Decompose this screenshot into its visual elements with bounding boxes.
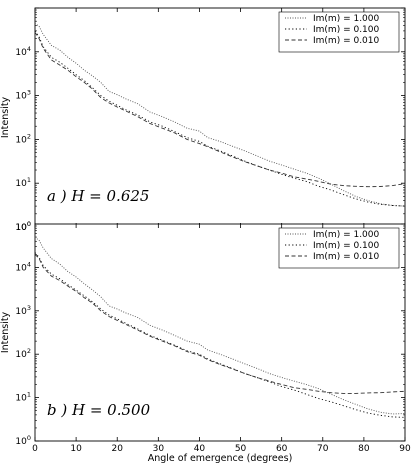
x-tick-label: 10 [70,444,82,454]
x-tick-label: 60 [276,444,288,454]
x-tick-label: 50 [235,444,247,454]
y-tick-label: 103 [15,89,31,102]
y-tick-label: 100 [15,220,31,233]
x-tick-label: 70 [317,444,329,454]
legend-entry: Im(m) = 1.000 [313,230,380,240]
y-tick-label: 101 [15,391,31,404]
y-axis-label: Intensity [0,96,11,138]
y-tick-label: 100 [15,220,31,233]
legend-entry: Im(m) = 0.100 [313,25,380,35]
series-line-3 [34,31,406,188]
x-tick-label: 90 [399,444,411,454]
legend-entry: Im(m) = 1.000 [313,14,380,24]
series-line-2 [34,252,406,418]
y-tick-label: 102 [15,347,31,360]
y-tick-label: 102 [15,132,31,145]
y-tick-label: 101 [15,176,31,189]
y-tick-label: 104 [15,45,31,58]
x-tick-label: 30 [153,444,165,454]
legend-box [278,11,400,53]
legend-entry: Im(m) = 0.010 [313,252,380,262]
series-line-3 [34,253,406,394]
legend-box [278,227,400,269]
panel-annotation: a ) H = 0.625 [47,187,149,205]
y-tick-label: 100 [15,434,31,447]
x-tick-label: 20 [111,444,123,454]
legend-entry: Im(m) = 0.100 [313,241,380,251]
y-tick-label: 104 [15,260,31,273]
series-line-2 [34,30,406,207]
x-tick-label: 80 [358,444,370,454]
y-axis-label: Intensity [0,311,11,353]
legend-entry: Im(m) = 0.010 [313,36,380,46]
panel-b: 0 10 20 30 40 50 60 70 80 90 100 101 102 103 104 100 Int… [0,220,411,464]
panel-annotation: b ) H = 0.500 [47,401,151,419]
x-axis-label: Angle of emergence (degrees) [148,453,293,464]
x-tick-label: 0 [32,444,38,454]
x-tick-label: 40 [194,444,206,454]
y-tick-label: 103 [15,304,31,317]
